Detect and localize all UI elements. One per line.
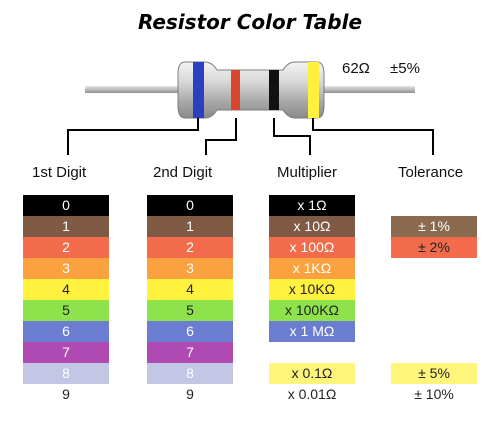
second-digit-cell: 8 (147, 363, 233, 384)
first-digit-cell: 7 (23, 342, 109, 363)
first-digit-cell: 2 (23, 237, 109, 258)
first-digit-cell: 4 (23, 279, 109, 300)
first-digit-cell: 8 (23, 363, 109, 384)
first-digit-cell: 9 (23, 384, 109, 405)
header-multiplier: Multiplier (277, 164, 338, 181)
multiplier-band (269, 70, 279, 110)
second-digit-connector (205, 118, 237, 155)
first-digit-cell: 3 (23, 258, 109, 279)
second-band (231, 70, 240, 110)
multiplier-connector (273, 118, 311, 155)
first-digit-connector (67, 118, 199, 155)
second-digit-cell: 5 (147, 300, 233, 321)
first-digit-cell: 0 (23, 195, 109, 216)
second-digit-cell: 2 (147, 237, 233, 258)
lead-left (85, 86, 185, 93)
first-digit-cell: 6 (23, 321, 109, 342)
connector-lines (67, 118, 434, 155)
tolerance-cell: ± 10% (391, 384, 477, 405)
first-band (193, 62, 204, 118)
tolerance-cell: ± 1% (391, 216, 477, 237)
multiplier-cell: x 10Ω (269, 216, 355, 237)
multiplier-cell (269, 342, 355, 363)
multiplier-cell: x 10KΩ (269, 279, 355, 300)
multiplier-cell: x 1Ω (269, 195, 355, 216)
second-digit-cell: 4 (147, 279, 233, 300)
multiplier-cell: x 0.01Ω (269, 384, 355, 405)
second-digit-cell: 6 (147, 321, 233, 342)
header-tolerance: Tolerance (398, 164, 464, 181)
second-digit-cell: 7 (147, 342, 233, 363)
example-tolerance: ±5% (390, 60, 420, 77)
header-first-digit: 1st Digit (32, 164, 87, 181)
second-digit-cell: 1 (147, 216, 233, 237)
page-title: Resistor Color Table (137, 10, 363, 34)
first-digit-cell: 5 (23, 300, 109, 321)
second-digit-cell: 0 (147, 195, 233, 216)
multiplier-cell: x 100Ω (269, 237, 355, 258)
multiplier-cell: x 100KΩ (269, 300, 355, 321)
lead-right (315, 86, 415, 93)
multiplier-cell: x 1KΩ (269, 258, 355, 279)
first-digit-cell: 1 (23, 216, 109, 237)
header-second-digit: 2nd Digit (153, 164, 213, 181)
multiplier-column: x 1Ω x 10Ω x 100Ω x 1KΩ x 10KΩ x 100KΩ x 1 MΩ x… (269, 195, 355, 405)
second-digit-cell: 3 (147, 258, 233, 279)
tolerance-connector (312, 118, 434, 155)
tolerance-cell: ± 5% (391, 363, 477, 384)
tolerance-band (308, 62, 319, 118)
second-digit-cell: 9 (147, 384, 233, 405)
tolerance-cell: ± 2% (391, 237, 477, 258)
example-value: 62Ω (342, 60, 370, 77)
multiplier-cell: x 0.1Ω (269, 363, 355, 384)
multiplier-cell: x 1 MΩ (269, 321, 355, 342)
resistor-illustration (85, 61, 415, 119)
